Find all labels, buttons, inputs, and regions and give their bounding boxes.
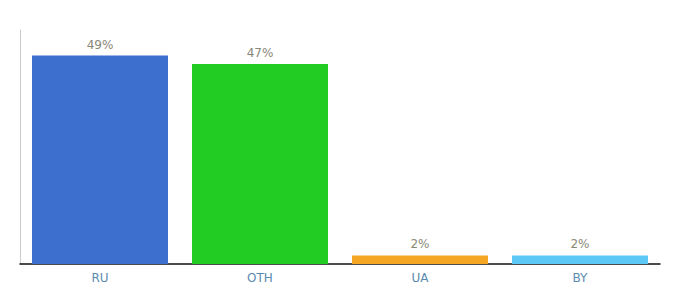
svg-text:49%: 49% (87, 38, 114, 52)
svg-text:RU: RU (91, 271, 108, 285)
svg-text:47%: 47% (247, 46, 274, 60)
svg-text:OTH: OTH (247, 271, 273, 285)
svg-text:2%: 2% (570, 237, 589, 251)
svg-text:UA: UA (412, 271, 430, 285)
svg-text:2%: 2% (410, 237, 429, 251)
svg-text:BY: BY (573, 271, 589, 285)
